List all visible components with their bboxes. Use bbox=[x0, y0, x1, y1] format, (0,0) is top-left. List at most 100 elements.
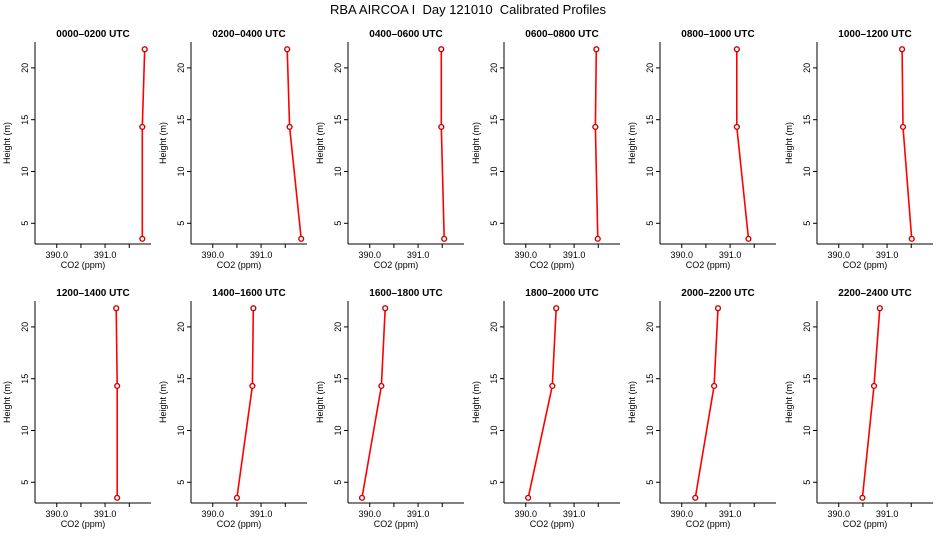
y-tick-label: 5 bbox=[489, 221, 499, 226]
profile-line bbox=[694, 308, 719, 498]
y-tick-label: 10 bbox=[20, 425, 30, 435]
profile-point bbox=[898, 46, 906, 53]
x-tick-label: 390.0 bbox=[670, 509, 693, 519]
y-tick-label: 5 bbox=[489, 480, 499, 485]
y-axis-label: Height (m) bbox=[315, 122, 325, 164]
profile-point bbox=[114, 494, 121, 501]
x-axis-label: CO2 (ppm) bbox=[374, 519, 419, 529]
profile-line bbox=[286, 49, 302, 239]
y-tick-label: 20 bbox=[802, 322, 812, 332]
y-tick-label: 10 bbox=[645, 166, 655, 176]
profile-line bbox=[361, 308, 386, 498]
y-tick-label: 5 bbox=[20, 480, 30, 485]
y-tick-label: 20 bbox=[645, 322, 655, 332]
profile-point bbox=[692, 494, 699, 501]
y-tick-label: 5 bbox=[645, 221, 655, 226]
y-tick-label: 15 bbox=[20, 115, 30, 125]
y-tick-label: 20 bbox=[176, 63, 186, 73]
profile-point bbox=[286, 123, 293, 131]
y-tick-label: 20 bbox=[802, 63, 812, 73]
y-axis-label: Height (m) bbox=[158, 381, 168, 423]
profile-line bbox=[141, 49, 146, 239]
profile-point bbox=[733, 46, 740, 53]
profile-point bbox=[438, 46, 445, 53]
profile-point bbox=[141, 46, 148, 53]
y-tick-label: 15 bbox=[802, 374, 812, 384]
y-axis-label: Height (m) bbox=[2, 122, 12, 164]
y-tick-label: 10 bbox=[333, 425, 343, 435]
y-axis-label: Height (m) bbox=[784, 381, 794, 423]
profile-point bbox=[592, 123, 599, 131]
page-title: RBA AIRCOA I Day 121010 Calibrated Profi… bbox=[329, 2, 607, 17]
profile-point bbox=[711, 382, 718, 390]
x-axis-label: CO2 (ppm) bbox=[843, 260, 888, 270]
y-tick-label: 10 bbox=[645, 425, 655, 435]
panel-title: 0800–1000 UTC bbox=[681, 29, 754, 40]
y-tick-label: 20 bbox=[333, 322, 343, 332]
y-tick-label: 15 bbox=[489, 374, 499, 384]
profile-line bbox=[236, 308, 255, 498]
y-tick-label: 5 bbox=[20, 221, 30, 226]
y-tick-label: 15 bbox=[645, 115, 655, 125]
profile-point bbox=[139, 235, 146, 242]
x-axis-label: CO2 (ppm) bbox=[61, 519, 106, 529]
x-tick-label: 390.0 bbox=[201, 509, 224, 519]
x-tick-label: 391.0 bbox=[407, 509, 430, 519]
y-axis-label: Height (m) bbox=[315, 381, 325, 423]
panel-title: 1000–1200 UTC bbox=[838, 29, 911, 40]
x-axis-label: CO2 (ppm) bbox=[217, 519, 262, 529]
y-tick-label: 10 bbox=[802, 166, 812, 176]
profile-point bbox=[876, 305, 883, 312]
profile-point bbox=[139, 123, 146, 131]
y-tick-label: 20 bbox=[489, 322, 499, 332]
y-tick-label: 10 bbox=[176, 425, 186, 435]
y-tick-label: 5 bbox=[802, 221, 812, 226]
panel-title: 0400–0600 UTC bbox=[369, 29, 442, 40]
y-tick-label: 15 bbox=[20, 374, 30, 384]
profile-point bbox=[233, 494, 241, 501]
x-tick-label: 391.0 bbox=[94, 509, 117, 519]
profile-line bbox=[527, 308, 557, 498]
x-tick-label: 391.0 bbox=[719, 509, 742, 519]
x-axis-label: CO2 (ppm) bbox=[686, 260, 731, 270]
profile-point bbox=[859, 494, 866, 501]
profile-point bbox=[525, 494, 532, 501]
panel-title: 2000–2200 UTC bbox=[681, 288, 754, 299]
y-tick-label: 5 bbox=[333, 221, 343, 226]
y-tick-label: 20 bbox=[333, 63, 343, 73]
y-tick-label: 10 bbox=[20, 166, 30, 176]
panel-title: 2200–2400 UTC bbox=[838, 288, 911, 299]
y-tick-label: 20 bbox=[20, 322, 30, 332]
x-tick-label: 390.0 bbox=[670, 250, 693, 260]
x-tick-label: 391.0 bbox=[563, 509, 586, 519]
profile-point bbox=[284, 46, 291, 53]
profile-point bbox=[899, 123, 907, 131]
y-axis-label: Height (m) bbox=[627, 381, 637, 423]
profile-point bbox=[549, 382, 556, 390]
profile-point bbox=[733, 123, 740, 131]
profile-line bbox=[901, 49, 913, 239]
y-axis-label: Height (m) bbox=[627, 122, 637, 164]
y-tick-label: 20 bbox=[645, 63, 655, 73]
panel-title: 1200–1400 UTC bbox=[56, 288, 129, 299]
y-axis-label: Height (m) bbox=[2, 381, 12, 423]
profile-point bbox=[714, 305, 722, 312]
panel-title: 1400–1600 UTC bbox=[212, 288, 285, 299]
y-tick-label: 10 bbox=[489, 425, 499, 435]
profile-line bbox=[440, 49, 445, 239]
y-tick-label: 10 bbox=[489, 166, 499, 176]
x-tick-label: 390.0 bbox=[45, 250, 68, 260]
x-tick-label: 390.0 bbox=[514, 509, 537, 519]
panel-title: 0600–0800 UTC bbox=[525, 29, 598, 40]
y-tick-label: 15 bbox=[333, 374, 343, 384]
x-tick-label: 391.0 bbox=[94, 250, 117, 260]
profile-point bbox=[441, 235, 448, 242]
x-tick-label: 391.0 bbox=[250, 509, 273, 519]
